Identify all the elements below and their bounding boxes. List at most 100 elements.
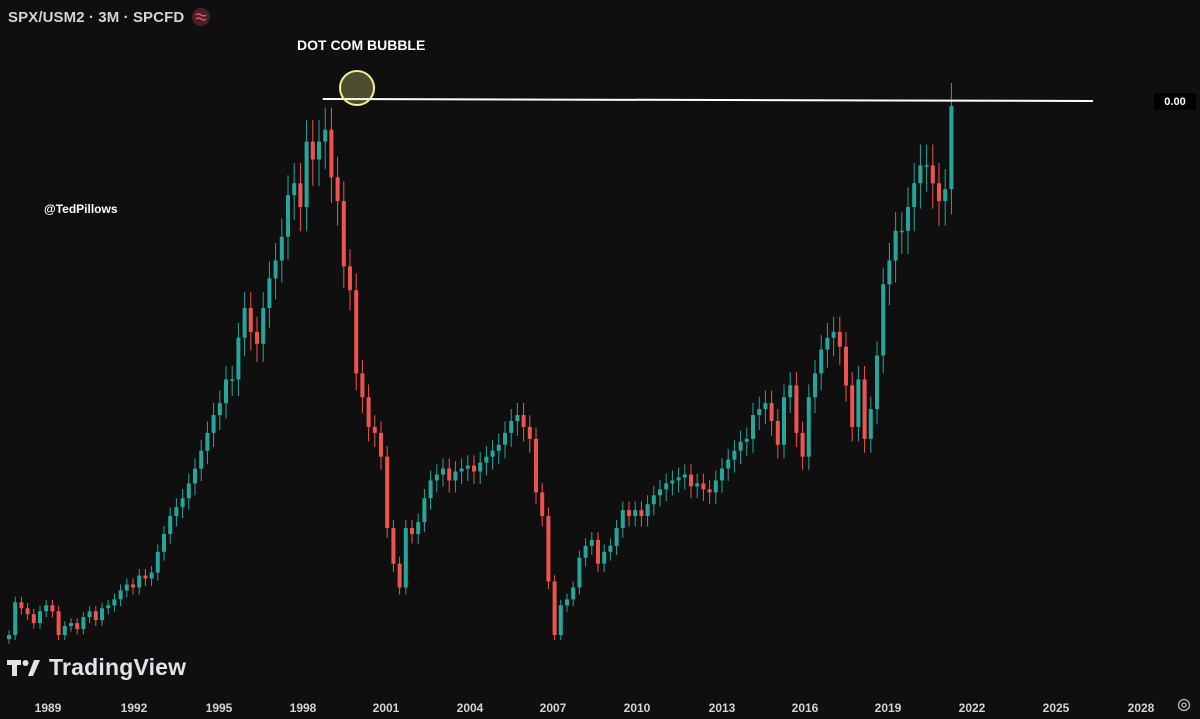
candle-body <box>540 492 545 517</box>
candle <box>348 249 352 311</box>
candle-body <box>918 165 923 184</box>
candle <box>292 162 297 220</box>
candle-body <box>620 510 625 528</box>
candle-body <box>441 468 445 475</box>
candle-body <box>763 403 768 410</box>
candle-body <box>236 337 241 380</box>
candle-body <box>614 528 619 546</box>
candle-body <box>825 337 830 350</box>
gear-icon[interactable] <box>1176 697 1192 713</box>
candle-body <box>565 599 569 606</box>
candle <box>168 507 173 544</box>
tradingview-logo-icon <box>7 659 40 676</box>
candle <box>534 427 538 504</box>
x-tick-label: 2019 <box>875 701 902 715</box>
candle-body <box>112 599 117 606</box>
candle-body <box>323 129 328 142</box>
candle-body <box>856 379 861 427</box>
candle <box>354 273 359 391</box>
candle <box>713 470 718 504</box>
candle <box>385 445 390 538</box>
candle-body <box>168 516 173 534</box>
tradingview-logo[interactable]: TradingView <box>7 654 186 681</box>
candle <box>738 430 743 465</box>
candle-body <box>887 260 892 285</box>
candle-body <box>410 528 414 534</box>
candle-body <box>800 432 805 457</box>
candle-body <box>162 533 166 552</box>
candle-body <box>428 480 433 499</box>
candle-body <box>788 385 793 398</box>
candle <box>633 501 638 527</box>
candle <box>751 402 755 453</box>
candle <box>720 458 724 493</box>
candle-body <box>633 510 638 517</box>
candle <box>850 372 855 442</box>
candle <box>602 544 607 572</box>
candle <box>149 565 154 587</box>
candle <box>174 498 179 527</box>
candle <box>906 187 910 255</box>
candle-body <box>943 189 948 202</box>
candle <box>155 544 160 581</box>
candle <box>825 322 830 368</box>
candle <box>527 415 532 453</box>
candle-body <box>844 346 848 386</box>
candle-body <box>949 105 954 190</box>
candle <box>701 473 706 501</box>
candle <box>56 605 61 641</box>
candle-body <box>279 236 284 261</box>
candle-body <box>670 480 675 484</box>
candle <box>310 119 315 186</box>
candle <box>31 609 36 629</box>
x-tick-label: 2010 <box>624 701 651 715</box>
candle-body <box>775 421 780 445</box>
candle <box>552 575 557 641</box>
candle-body <box>304 141 309 207</box>
candle <box>162 525 166 561</box>
candle <box>143 569 148 587</box>
candle <box>769 390 774 436</box>
candle <box>298 162 303 232</box>
x-tick-label: 2004 <box>457 701 484 715</box>
candle-body <box>552 581 557 635</box>
candle-body <box>155 551 160 573</box>
candle <box>503 421 507 459</box>
candle-body <box>286 195 290 237</box>
candle <box>131 578 135 595</box>
wave-icon[interactable] <box>192 8 211 26</box>
x-tick-label: 1998 <box>290 701 317 715</box>
candle <box>515 402 520 436</box>
candle-body <box>211 415 216 433</box>
symbol-title[interactable]: SPX/USM2 · 3M · SPCFD <box>8 8 185 26</box>
candle <box>199 439 204 482</box>
horizontal-ray-line[interactable] <box>322 98 1094 102</box>
candle <box>422 489 427 533</box>
candle <box>819 335 824 391</box>
candle <box>75 618 80 635</box>
candle <box>788 372 793 413</box>
candle <box>782 384 786 459</box>
candle-body <box>149 572 154 579</box>
dot-com-bubble-label: DOT COM BUBBLE <box>297 37 426 53</box>
candle <box>403 519 408 595</box>
candle <box>763 390 768 425</box>
candle-body <box>521 415 526 427</box>
candle-body <box>769 403 774 421</box>
candle <box>571 581 576 606</box>
candle-body <box>292 183 297 196</box>
candle-body <box>93 611 98 621</box>
candle <box>918 144 923 209</box>
candle-body <box>577 557 582 588</box>
candle-body <box>782 397 786 445</box>
candle-body <box>496 444 501 451</box>
x-tick-label: 2001 <box>373 701 400 715</box>
candle <box>255 316 259 362</box>
candle-body <box>583 545 588 558</box>
candle-body <box>726 459 731 469</box>
candle-body <box>422 498 427 523</box>
candle-body <box>534 438 538 493</box>
candle <box>329 107 334 203</box>
dot-com-highlight-circle[interactable] <box>339 70 375 106</box>
